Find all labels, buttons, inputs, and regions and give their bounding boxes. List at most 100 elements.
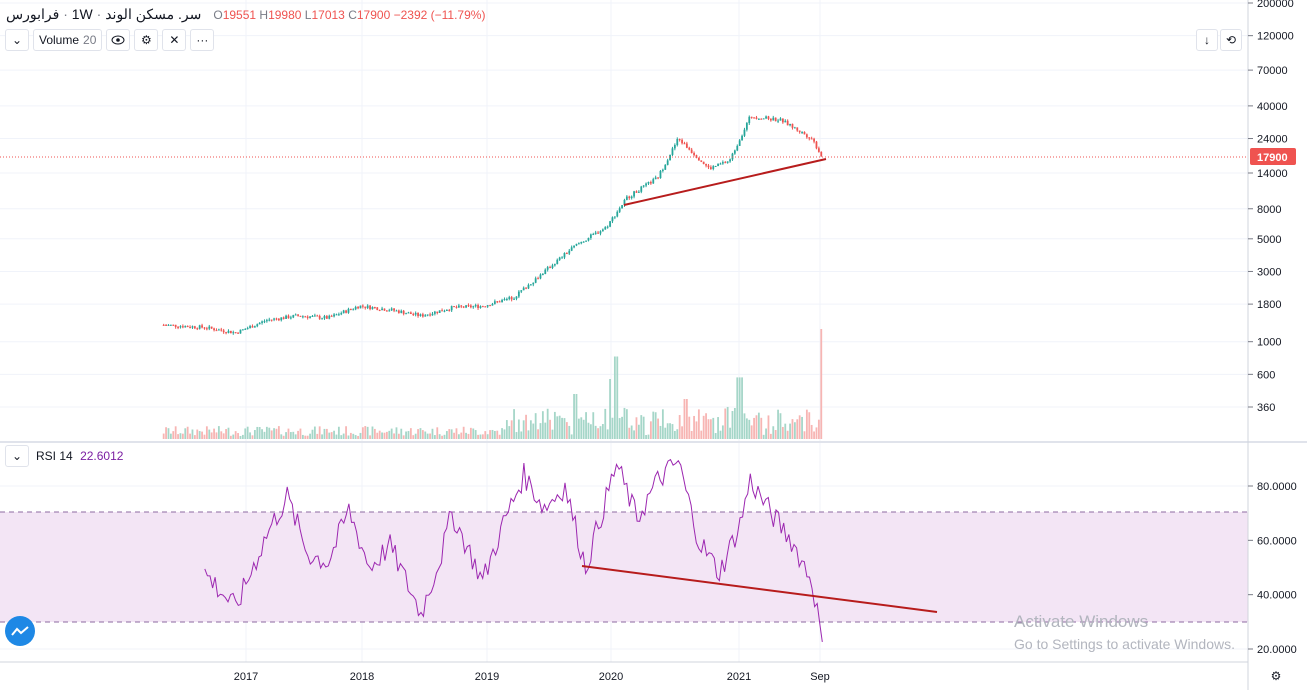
volume-bar bbox=[729, 427, 731, 439]
candle-body bbox=[774, 117, 777, 122]
settings-icon[interactable]: ⚙ bbox=[1266, 666, 1286, 686]
volume-bar bbox=[513, 409, 515, 439]
volume-bar bbox=[414, 433, 417, 439]
volume-bar bbox=[678, 415, 681, 439]
logo-icon[interactable] bbox=[5, 616, 35, 646]
watermark-title: Activate Windows bbox=[1014, 612, 1149, 631]
candle-body bbox=[460, 305, 463, 307]
collapse-chevron-icon[interactable]: ⌄ bbox=[5, 445, 29, 467]
volume-bar bbox=[203, 434, 206, 439]
price-trendline[interactable] bbox=[623, 158, 827, 206]
close-icon[interactable]: ✕ bbox=[162, 29, 187, 51]
candle-body bbox=[383, 308, 386, 311]
candle-body bbox=[717, 163, 719, 166]
candle-body bbox=[616, 211, 619, 217]
volume-bar bbox=[604, 408, 607, 439]
candle-body bbox=[345, 310, 347, 313]
collapse-chevron-icon[interactable]: ⌄ bbox=[5, 29, 29, 51]
volume-bar bbox=[599, 426, 602, 439]
candle-body bbox=[397, 310, 400, 313]
candle-body bbox=[820, 151, 823, 157]
candle-body bbox=[453, 306, 455, 308]
candle-body bbox=[445, 310, 448, 312]
volume-bar bbox=[527, 430, 530, 439]
candle-body bbox=[561, 257, 563, 259]
candle-body bbox=[736, 145, 739, 151]
more-icon[interactable]: ··· bbox=[190, 29, 215, 51]
rsi-trendline[interactable] bbox=[581, 565, 938, 613]
candle-body bbox=[688, 147, 691, 150]
candle-body bbox=[181, 326, 184, 328]
candle-body bbox=[357, 306, 359, 309]
volume-bar bbox=[460, 432, 463, 439]
volume-bar bbox=[810, 424, 813, 439]
volume-bar bbox=[671, 424, 674, 439]
volume-bar bbox=[412, 435, 415, 439]
candle-body bbox=[258, 322, 261, 325]
volume-bar bbox=[508, 426, 511, 439]
candle-body bbox=[270, 319, 273, 321]
candle-body bbox=[213, 328, 215, 331]
candle-body bbox=[373, 307, 376, 309]
candle-body bbox=[491, 303, 494, 306]
candle-body bbox=[505, 298, 508, 300]
candle-body bbox=[333, 314, 335, 317]
rsi-line bbox=[204, 458, 823, 642]
price-tick-label: 1000 bbox=[1257, 337, 1281, 349]
volume-bar bbox=[316, 433, 319, 439]
volume-bar bbox=[443, 434, 446, 439]
candle-body bbox=[268, 319, 271, 321]
candle-body bbox=[359, 305, 362, 309]
candle-body bbox=[354, 306, 357, 310]
symbol-title[interactable]: سر. مسکن الوند · 1W · فرابورس bbox=[6, 6, 202, 22]
candle-body bbox=[477, 305, 479, 308]
candle-body bbox=[630, 196, 633, 199]
volume-bar bbox=[637, 424, 640, 439]
candle-body bbox=[246, 328, 249, 330]
fit-icon[interactable]: ⟲ bbox=[1220, 29, 1242, 51]
arrow-down-icon[interactable]: ↓ bbox=[1196, 29, 1218, 51]
candle-body bbox=[757, 118, 760, 120]
volume-bar bbox=[280, 434, 283, 439]
price-tick-label: 70000 bbox=[1257, 65, 1288, 77]
candle-body bbox=[225, 332, 227, 334]
candle-body bbox=[551, 265, 554, 268]
volume-study-pill[interactable]: Volume 20 bbox=[33, 29, 103, 51]
price-axis[interactable]: 200000 120000 70000 40000 24000 14000 8000 5000… bbox=[1248, 0, 1294, 414]
candle-body bbox=[525, 287, 527, 289]
candle-body bbox=[786, 120, 789, 126]
candle-body bbox=[609, 221, 611, 227]
candle-body bbox=[621, 205, 623, 209]
candle-body bbox=[479, 306, 482, 308]
volume-bar bbox=[467, 433, 470, 439]
volume-bar bbox=[445, 431, 448, 439]
volume-bar bbox=[755, 415, 758, 439]
eye-icon[interactable] bbox=[106, 29, 131, 51]
volume-bar bbox=[801, 416, 803, 439]
volume-bar bbox=[453, 432, 455, 439]
rsi-study-label[interactable]: RSI 14 22.6012 bbox=[36, 449, 124, 463]
candle-body bbox=[275, 318, 278, 320]
volume-bar bbox=[210, 432, 213, 439]
volume-bar bbox=[657, 418, 659, 439]
volume-bar bbox=[193, 435, 196, 439]
volume-bar bbox=[359, 432, 362, 439]
time-axis[interactable]: 2017 2018 2019 2020 2021 Sep bbox=[234, 671, 830, 683]
rsi-axis[interactable]: 80.0000 60.0000 40.0000 20.0000 bbox=[1248, 481, 1297, 656]
candle-body bbox=[793, 127, 796, 129]
candle-body bbox=[808, 137, 811, 139]
candle-body bbox=[693, 153, 695, 156]
volume-bar bbox=[263, 431, 266, 439]
volume-bar bbox=[529, 420, 532, 439]
volume-bar bbox=[349, 432, 352, 439]
candle-body bbox=[165, 324, 167, 326]
gear-icon[interactable]: ⚙ bbox=[134, 29, 159, 51]
volume-bar bbox=[757, 412, 760, 439]
volume-bar bbox=[601, 424, 604, 439]
candle-body bbox=[743, 129, 746, 136]
volume-bar bbox=[793, 422, 796, 439]
volume-bar bbox=[750, 425, 753, 439]
volume-bar bbox=[292, 431, 295, 439]
volume-bar bbox=[649, 421, 652, 439]
